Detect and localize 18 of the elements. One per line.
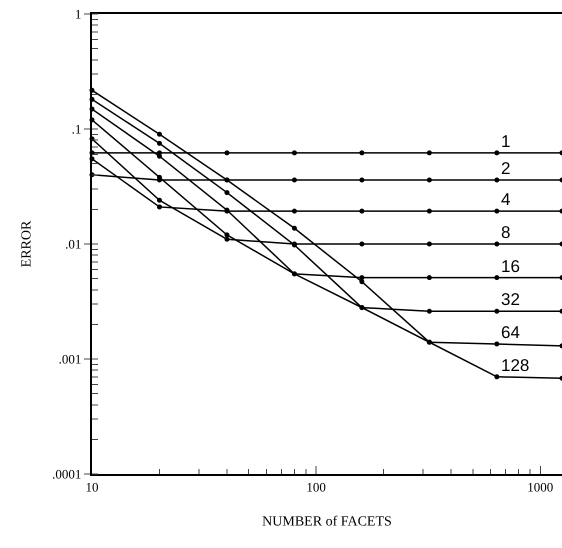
y-axis-title: ERROR (19, 220, 34, 268)
series-label: 64 (501, 323, 520, 342)
series-label: 128 (501, 356, 530, 375)
series-label: 4 (501, 190, 510, 209)
series-label: 8 (501, 223, 510, 242)
y-tick-label: .1 (72, 122, 82, 137)
y-tick-label: .0001 (52, 466, 82, 482)
series-label: 1 (501, 132, 510, 151)
y-tick-label: 1 (74, 6, 82, 22)
y-tick-label: .001 (58, 352, 82, 367)
x-tick-label: 10 (86, 480, 98, 495)
x-tick-label: 100 (306, 480, 326, 495)
series-label: 16 (501, 257, 520, 276)
y-tick-label: .01 (65, 236, 82, 252)
x-tick-label: 1000 (527, 480, 554, 495)
x-axis-title: NUMBER of FACETS (262, 514, 392, 530)
series-label: 2 (501, 159, 510, 178)
series-label: 32 (501, 290, 520, 309)
